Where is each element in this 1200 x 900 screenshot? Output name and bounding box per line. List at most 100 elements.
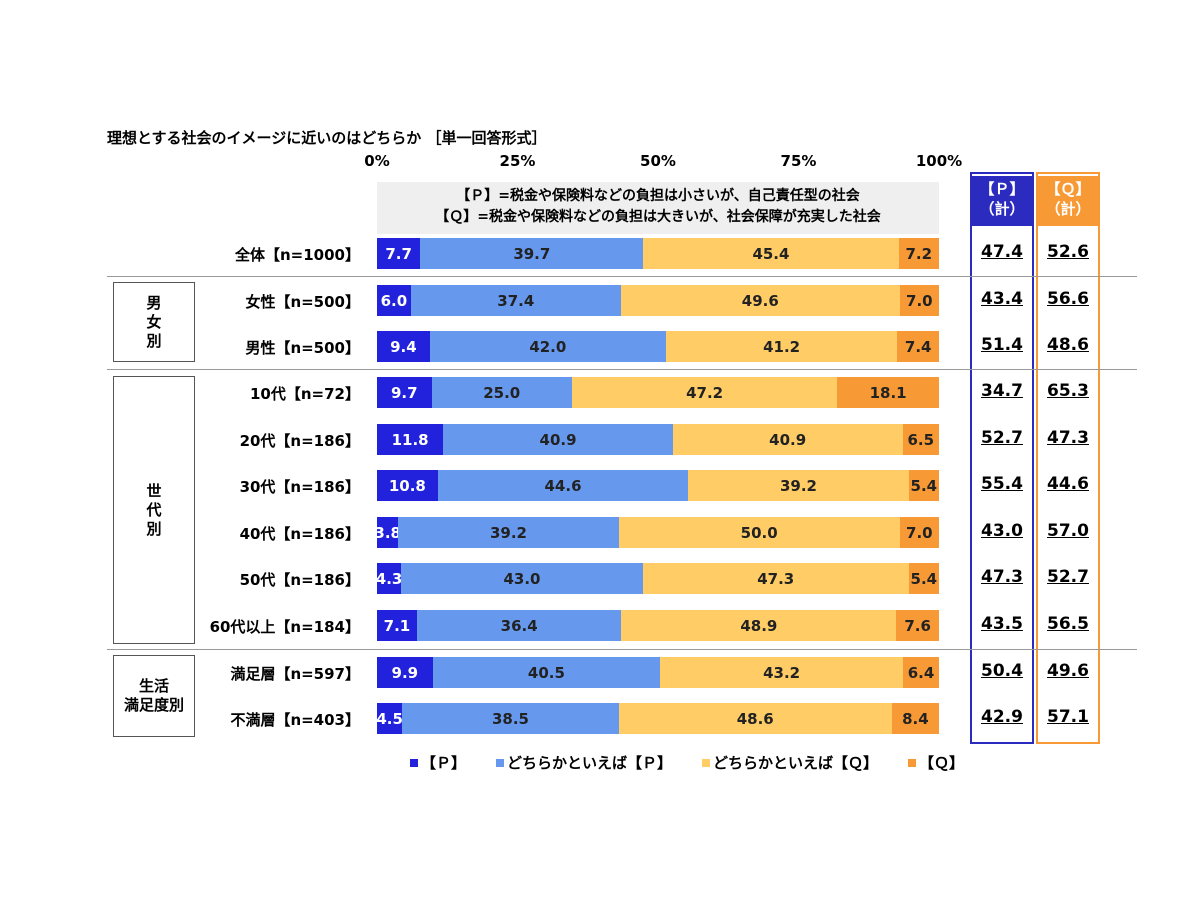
bar-value-label: 5.4	[910, 569, 938, 588]
group-satisfaction: 生活 満足度別	[113, 655, 195, 737]
bar-segment-somewhat-q: 40.9	[672, 424, 903, 455]
legend-item-p: 【Ｐ】	[410, 752, 466, 773]
bar-value-label: 48.6	[736, 709, 774, 728]
bar-value-label: 48.9	[740, 616, 778, 635]
q-total-value: 65.3	[1047, 381, 1089, 401]
legend-swatch-bp	[496, 758, 505, 767]
p-total-column	[970, 172, 1034, 744]
q-total-value: 52.7	[1047, 567, 1089, 587]
bar-segment-somewhat-q: 49.6	[620, 285, 900, 316]
separator-line	[107, 649, 1137, 650]
bar-segment-somewhat-q: 48.6	[618, 703, 892, 734]
bar-segment-q: 8.4	[891, 703, 939, 734]
x-tick-label: 25%	[499, 152, 536, 170]
bar-segment-somewhat-p: 25.0	[431, 377, 572, 408]
bar-value-label: 9.9	[391, 663, 419, 682]
bar-value-label: 39.2	[779, 476, 817, 495]
bar-value-label: 6.4	[907, 663, 935, 682]
bar-value-label: 18.1	[869, 383, 907, 402]
bar-value-label: 38.5	[491, 709, 529, 728]
row-label: 男性【n=500】	[245, 339, 360, 357]
bar-segment-p: 4.3	[376, 563, 402, 594]
q-total-column	[1036, 172, 1100, 744]
bar-segment-q: 7.0	[899, 517, 939, 548]
bar-value-label: 6.5	[907, 430, 935, 449]
bar-segment-q: 7.2	[898, 238, 939, 269]
bar-segment-p: 4.5	[376, 703, 403, 734]
bar-value-label: 44.6	[544, 476, 582, 495]
bar-value-label: 47.2	[686, 383, 724, 402]
bar-segment-somewhat-q: 43.2	[660, 657, 904, 688]
row-label: 満足層【n=597】	[230, 665, 360, 683]
bar-segment-somewhat-p: 37.4	[410, 285, 621, 316]
bar-value-label: 40.9	[539, 430, 577, 449]
row-label: 不満層【n=403】	[230, 711, 360, 729]
definition-p: 【Ｐ】=税金や保険料などの負担は小さいが、自己責任型の社会	[456, 188, 860, 204]
row-label: 30代【n=186】	[239, 478, 360, 496]
legend: 【Ｐ】 どちらかといえば【Ｐ】 どちらかといえば【Ｑ】 【Ｑ】	[410, 752, 964, 773]
bar-value-label: 40.9	[769, 430, 807, 449]
row-label: 50代【n=186】	[239, 571, 360, 589]
p-total-header: 【Ｐ】 （計）	[972, 176, 1032, 226]
bar-value-label: 49.6	[741, 291, 779, 310]
row-label: 40代【n=186】	[239, 525, 360, 543]
legend-item-bq: どちらかといえば【Ｑ】	[702, 752, 878, 773]
bar-segment-somewhat-p: 38.5	[402, 703, 619, 734]
legend-item-q: 【Ｑ】	[908, 752, 964, 773]
legend-label-bq: どちらかといえば【Ｑ】	[713, 754, 879, 772]
bar-segment-p: 7.1	[377, 610, 417, 641]
bar-value-label: 25.0	[483, 383, 521, 402]
bar-segment-somewhat-p: 39.7	[420, 238, 644, 269]
bar-segment-p: 6.0	[377, 285, 411, 316]
bar-segment-somewhat-p: 39.2	[398, 517, 619, 548]
bar-segment-somewhat-p: 36.4	[416, 610, 622, 641]
x-tick-label: 100%	[915, 152, 963, 170]
q-total-value: 52.6	[1047, 242, 1089, 262]
bar-segment-somewhat-p: 43.0	[401, 563, 643, 594]
bar-value-label: 50.0	[740, 523, 778, 542]
bar-value-label: 40.5	[527, 663, 565, 682]
row-label: 20代【n=186】	[239, 432, 360, 450]
bar-value-label: 41.2	[763, 337, 801, 356]
bar-segment-somewhat-q: 39.2	[688, 470, 909, 501]
bar-value-label: 39.2	[489, 523, 527, 542]
row-label: 10代【n=72】	[250, 385, 360, 403]
bar-value-label: 11.8	[391, 430, 429, 449]
q-total-value: 56.5	[1047, 614, 1089, 634]
q-total-value: 48.6	[1047, 335, 1089, 355]
bar-value-label: 7.4	[904, 337, 932, 356]
bar-value-label: 7.7	[385, 244, 412, 263]
bar-segment-somewhat-q: 48.9	[621, 610, 897, 641]
bar-segment-p: 11.8	[377, 424, 444, 455]
group-gender: 男 女 別	[113, 282, 195, 362]
bar-value-label: 7.0	[906, 291, 933, 310]
bar-value-label: 3.8	[374, 523, 401, 542]
p-total-value: 52.7	[981, 428, 1023, 448]
bar-segment-q: 5.4	[908, 563, 939, 594]
legend-swatch-p	[410, 758, 418, 767]
legend-item-bp: どちらかといえば【Ｐ】	[496, 752, 672, 773]
bar-segment-somewhat-p: 42.0	[429, 331, 666, 362]
bar-value-label: 42.0	[529, 337, 567, 356]
p-total-value: 43.0	[981, 521, 1023, 541]
bar-segment-q: 18.1	[837, 377, 939, 408]
p-total-value: 34.7	[981, 381, 1023, 401]
separator-line	[107, 276, 1137, 277]
q-total-value: 47.3	[1047, 428, 1089, 448]
q-total-value: 57.0	[1047, 521, 1089, 541]
bar-segment-somewhat-q: 47.2	[572, 377, 838, 408]
bar-value-label: 9.7	[390, 383, 418, 402]
legend-label-bp: どちらかといえば【Ｐ】	[507, 754, 673, 772]
legend-label-p: 【Ｐ】	[421, 754, 467, 772]
group-age: 世 代 別	[113, 376, 195, 644]
bar-value-label: 37.4	[497, 291, 535, 310]
bar-value-label: 43.0	[503, 569, 541, 588]
q-total-value: 44.6	[1047, 474, 1089, 494]
bar-segment-somewhat-q: 47.3	[642, 563, 909, 594]
separator-line	[107, 369, 1137, 370]
legend-label-q: 【Ｑ】	[919, 754, 965, 772]
p-total-value: 55.4	[981, 474, 1023, 494]
bar-segment-p: 9.4	[377, 331, 430, 362]
bar-segment-somewhat-q: 45.4	[643, 238, 899, 269]
bar-value-label: 8.4	[902, 709, 929, 728]
